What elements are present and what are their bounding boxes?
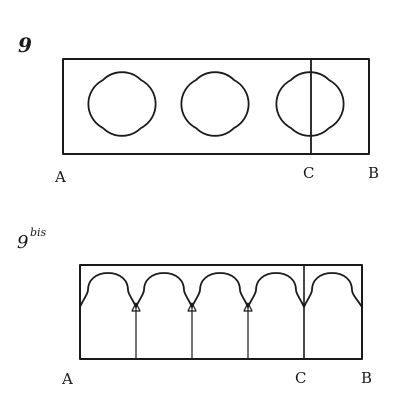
quatrefoil-3	[275, 71, 345, 137]
point-a-bis-label: A	[61, 370, 73, 388]
arch-4	[247, 272, 305, 308]
arch-3	[191, 272, 249, 308]
capital-2	[187, 302, 197, 312]
arch-1	[79, 272, 137, 308]
arch-2	[135, 272, 193, 308]
capital-3	[243, 302, 253, 312]
figure-9-bis-number: 9	[17, 232, 28, 253]
figure-9: 9 A C B	[18, 33, 379, 186]
point-b-label: B	[368, 164, 379, 182]
figure-9-bis-frame	[79, 264, 363, 360]
figure-9-bis: 9 bis A C B	[17, 226, 372, 388]
point-b-bis-label: B	[361, 369, 372, 387]
capital-1	[131, 302, 141, 312]
point-c-label: C	[303, 164, 314, 182]
figure-9-bis-superscript: bis	[30, 226, 47, 239]
figure-9-frame	[62, 58, 370, 155]
quatrefoil-2	[180, 71, 250, 137]
arch-5	[303, 272, 363, 308]
figure-9-number: 9	[18, 33, 32, 57]
point-a-label: A	[54, 168, 66, 186]
point-c-bis-label: C	[295, 369, 306, 387]
quatrefoil-1	[87, 71, 157, 137]
